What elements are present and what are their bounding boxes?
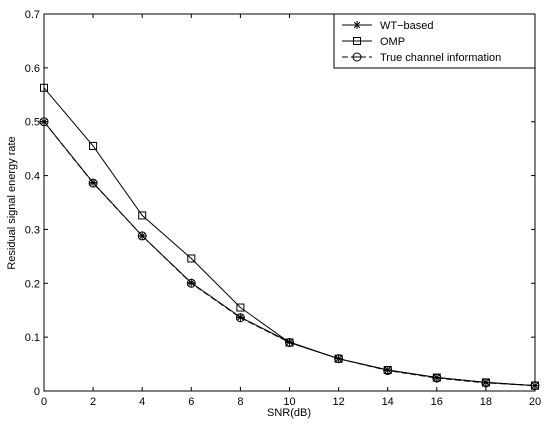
y-tick-label: 0.2 xyxy=(25,278,40,290)
x-tick-label: 12 xyxy=(332,396,344,408)
x-tick-label: 0 xyxy=(41,396,47,408)
legend-entry-3: True channel information xyxy=(342,52,501,64)
series-3 xyxy=(39,117,540,391)
axes: 0 2 4 6 8 10 12 14 16 18 20 0 0.1 0.2 0.3 0.4 0.5 0.6 0.7 xyxy=(25,9,541,408)
x-tick-label: 16 xyxy=(431,396,443,408)
legend-entry-1: WT−based xyxy=(342,20,434,32)
data-point xyxy=(383,366,393,376)
data-point xyxy=(88,178,98,188)
data-point xyxy=(138,211,147,220)
y-tick-label: 0.3 xyxy=(25,224,40,236)
legend-label: OMP xyxy=(380,36,405,48)
x-tick-label: 8 xyxy=(237,396,243,408)
x-tick-label: 6 xyxy=(188,396,194,408)
series-1 xyxy=(40,117,539,390)
y-tick-label: 0.4 xyxy=(25,171,40,183)
asterisk-stroke xyxy=(89,179,97,186)
legend-swatch-marker xyxy=(353,21,361,29)
x-tick-label: 14 xyxy=(382,396,394,408)
data-point xyxy=(89,178,98,187)
x-tick-label: 4 xyxy=(139,396,145,408)
data-point xyxy=(432,373,442,383)
data-point xyxy=(285,338,294,348)
data-point xyxy=(137,231,147,241)
legend-swatch-marker xyxy=(353,37,361,45)
data-point xyxy=(187,254,196,263)
y-tick-label: 0.5 xyxy=(25,117,40,129)
data-point xyxy=(235,313,245,323)
legend-label: True channel information xyxy=(380,52,501,64)
data-point xyxy=(236,303,245,312)
plot-area xyxy=(39,83,540,391)
x-tick-label: 20 xyxy=(529,396,541,408)
y-tick-label: 0.1 xyxy=(25,332,40,344)
data-point xyxy=(186,278,196,288)
data-point xyxy=(334,354,344,364)
y-axis-label: Residual signal energy rate xyxy=(6,136,18,269)
axes-frame xyxy=(43,13,536,392)
legend-entry-2: OMP xyxy=(342,36,405,48)
data-point xyxy=(89,141,98,150)
x-tick-label: 18 xyxy=(480,396,492,408)
x-axis-label: SNR(dB) xyxy=(267,407,311,419)
legend-swatch-marker xyxy=(352,52,362,62)
asterisk-stroke xyxy=(237,313,244,321)
legend-label: WT−based xyxy=(380,20,434,32)
asterisk-stroke xyxy=(353,21,361,29)
y-tick-label: 0.7 xyxy=(25,9,40,21)
y-tick-label: 0 xyxy=(34,386,40,398)
x-tick-label: 10 xyxy=(283,396,295,408)
x-tick-label: 2 xyxy=(90,396,96,408)
legend: WT−based OMP True channel information xyxy=(333,13,536,69)
y-tick-label: 0.6 xyxy=(25,63,40,75)
data-point xyxy=(481,378,491,388)
